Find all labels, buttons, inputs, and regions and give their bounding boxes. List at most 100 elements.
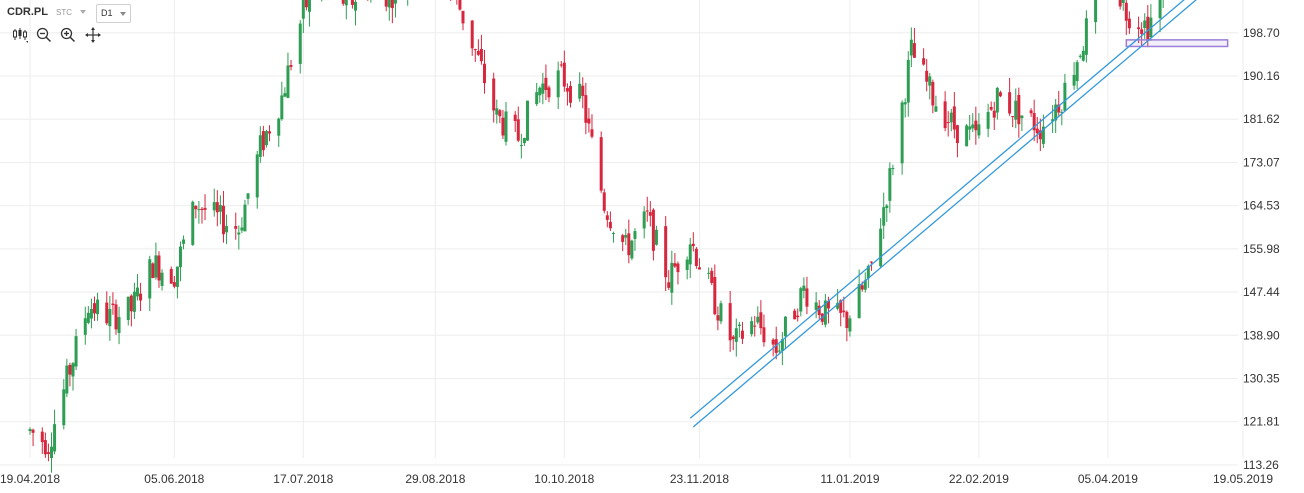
candle-down [673,252,677,268]
candle-body [268,131,272,134]
candle-down [992,101,996,131]
candle-body [157,255,161,281]
candle-up [777,343,781,354]
candle-body [922,58,926,65]
candle-body [261,131,265,151]
candle-body [304,0,308,8]
candle-body [685,259,689,270]
chart-grid [0,0,1244,466]
candle-down [203,194,207,221]
y-tick-label: 138.90 [1243,328,1280,342]
candle-body [805,288,809,307]
candle-up [354,0,358,26]
candle-up [86,305,90,325]
candle-body [1084,18,1088,55]
candle-up [255,150,259,209]
candle-body [1137,27,1141,30]
chevron-down-icon[interactable] [80,10,86,14]
candle-body [1081,50,1085,61]
candle-down [547,85,551,103]
candle-body [191,201,195,245]
candle-down [1011,115,1015,128]
candle-body [151,263,155,279]
candle-body [756,316,760,323]
candle-up [866,264,870,288]
candle-body [96,299,100,315]
candle-body [1051,119,1055,122]
candle-body [286,65,290,98]
zoom-in-icon[interactable] [59,26,77,44]
candle-up [393,0,397,18]
candle-up [1143,13,1147,39]
candle-body [771,339,775,345]
candle-up [995,86,999,120]
y-tick-label: 147.44 [1243,285,1280,299]
candle-up [65,358,69,398]
candle-body [645,210,649,212]
candle-body [845,311,849,329]
candle-down [501,109,505,140]
timeframe-label: D1 [101,8,113,18]
x-tick-label: 11.01.2019 [820,472,879,486]
timeframe-select[interactable]: D1 [96,4,131,23]
candle-down [114,299,118,335]
candle-down [476,39,480,57]
candle-down [922,48,926,66]
candle-body [624,235,628,238]
candle-down [367,0,369,1]
candle-body [154,255,158,278]
candle-up [28,427,32,435]
market-label[interactable]: STC [56,8,72,17]
candle-up [848,315,852,337]
candle-down [498,108,502,123]
candle-down [234,212,238,240]
candle-up [630,239,634,261]
candle-up [1041,114,1045,149]
candle-body [630,240,634,259]
candle-body [1057,104,1061,113]
candle-body [1072,74,1076,86]
candle-up [1081,46,1085,62]
candle-down [627,219,631,264]
candle-body [169,269,173,284]
candle-up [1162,0,1164,9]
candle-down [805,276,809,315]
candle-body [501,117,505,136]
candle-body [977,124,981,136]
candle-body [225,226,229,233]
candle-down [390,0,394,24]
candle-up [814,292,818,319]
candlestick-type-icon[interactable] [11,26,29,44]
candle-body [713,276,717,315]
candle-down [200,206,204,224]
candle-down [731,335,735,351]
candle-body [126,296,130,321]
candle-down [194,205,198,219]
candle-up [71,361,75,391]
candle-down [955,124,959,158]
candle-up [1072,62,1076,90]
candle-body [525,100,529,141]
candle-body [605,215,609,220]
candle-up [1060,109,1064,126]
candle-body [676,263,680,273]
candle-body [1121,0,1125,4]
candle-body [710,270,714,283]
candle-body [888,168,892,201]
candle-up [108,295,112,341]
pan-move-icon[interactable] [84,26,102,44]
annotations-group [689,0,1229,428]
zoom-out-icon[interactable] [35,26,53,44]
candle-down [151,262,155,279]
candle-up [258,126,262,163]
candle-down [461,10,465,31]
candle-body [965,125,969,147]
candle-body [62,389,66,426]
candle-body [928,76,932,86]
candle-body [1158,0,1162,19]
candle-body [301,0,305,19]
candle-body [562,62,566,87]
candle-up [62,379,66,430]
candle-body [707,272,711,274]
